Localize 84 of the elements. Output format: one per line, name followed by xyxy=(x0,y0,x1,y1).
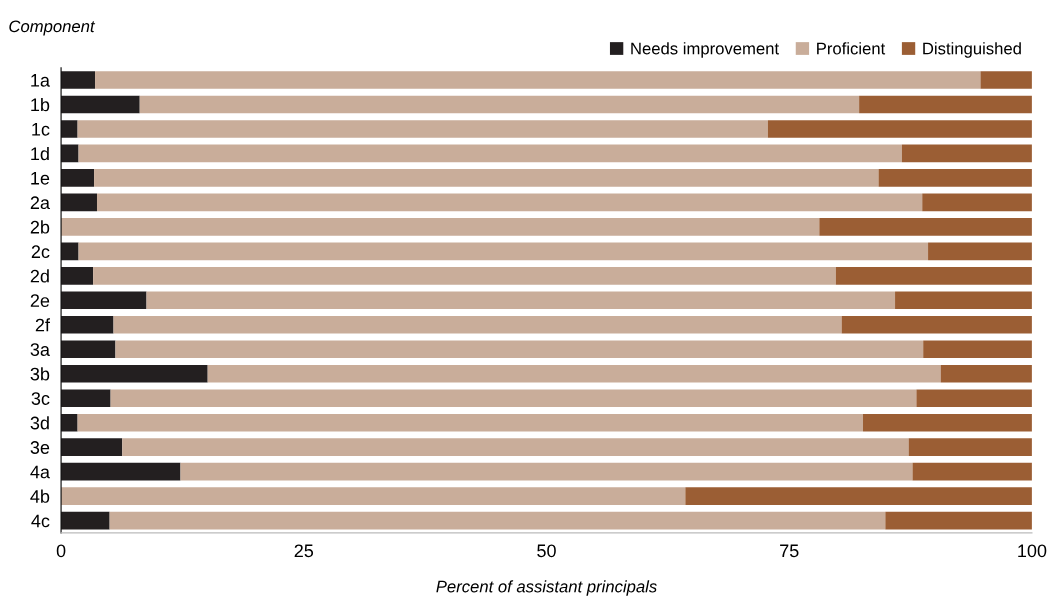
y-tick-label: 1e xyxy=(31,172,50,185)
bar xyxy=(922,193,1032,212)
bar xyxy=(61,193,97,212)
y-tick-label: 3a xyxy=(30,343,50,356)
y-tick-label: 4b xyxy=(30,489,50,503)
y-tick-label: 2b xyxy=(30,220,50,234)
y-tick-label: 4c xyxy=(31,514,50,528)
bar xyxy=(207,364,941,383)
bar xyxy=(940,364,1032,383)
bar xyxy=(859,95,1032,114)
y-tick-label: 2a xyxy=(30,196,50,210)
bar xyxy=(61,340,116,359)
bar xyxy=(61,242,79,261)
bar xyxy=(61,169,95,187)
bar xyxy=(980,71,1032,89)
bar xyxy=(908,438,1032,456)
bar xyxy=(61,511,110,530)
y-tick-label: 1a xyxy=(31,74,50,87)
bar xyxy=(113,315,842,334)
bar xyxy=(77,120,768,138)
bar xyxy=(863,413,1032,432)
bar xyxy=(912,462,1032,481)
bar xyxy=(61,413,78,432)
bar xyxy=(878,169,1032,187)
bar xyxy=(180,462,913,481)
bar xyxy=(841,315,1032,334)
bar xyxy=(61,144,79,163)
y-tick-label: 1d xyxy=(31,146,49,161)
bar xyxy=(115,340,924,359)
y-tick-label: 3d xyxy=(30,416,49,430)
y-tick-label: 2f xyxy=(35,318,50,332)
y-tick-label: 3c xyxy=(31,392,50,405)
x-tick-label: 50 xyxy=(537,544,556,558)
x-tick-label: 25 xyxy=(294,544,314,558)
x-tick-label: 0 xyxy=(56,544,66,558)
y-tick-label: 2d xyxy=(30,269,49,283)
bar xyxy=(109,511,886,530)
bar xyxy=(61,438,123,456)
bar xyxy=(835,267,1032,285)
bar xyxy=(78,242,929,261)
bar xyxy=(928,242,1032,261)
bar xyxy=(895,291,1032,310)
y-tick-label: 1b xyxy=(31,97,50,112)
bar xyxy=(61,389,111,408)
bar xyxy=(767,120,1032,138)
bar xyxy=(685,487,1032,505)
y-tick-label: 1c xyxy=(32,123,50,136)
bar xyxy=(146,291,896,310)
bar xyxy=(78,144,902,163)
bar xyxy=(61,218,820,236)
bar xyxy=(61,95,140,114)
bar xyxy=(61,291,147,310)
bar xyxy=(61,71,96,89)
x-axis-title: Percent of assistant principals xyxy=(436,580,657,596)
y-axis-title: Component xyxy=(9,20,96,36)
bar xyxy=(77,413,864,432)
bar xyxy=(885,511,1032,530)
x-tick-label: 75 xyxy=(780,544,799,558)
legend-label: Needs improvement xyxy=(631,42,779,58)
legend-label: Distinguished xyxy=(923,42,1021,58)
bar xyxy=(110,389,917,408)
bar xyxy=(61,364,208,383)
bar xyxy=(139,95,860,114)
bar xyxy=(819,218,1032,236)
legend-label: Proficient xyxy=(817,42,886,55)
bar xyxy=(61,267,94,285)
bar xyxy=(901,144,1032,163)
bar xyxy=(61,315,114,334)
bar xyxy=(97,193,923,212)
bar xyxy=(923,340,1032,359)
bar xyxy=(61,120,78,138)
bar xyxy=(94,169,879,187)
y-tick-label: 2c xyxy=(31,245,50,259)
x-tick-label: 100 xyxy=(1018,544,1047,558)
bar xyxy=(61,487,686,505)
bar xyxy=(916,389,1032,408)
y-tick-label: 3b xyxy=(30,367,50,381)
y-tick-label: 2e xyxy=(30,294,50,308)
y-tick-label: 3e xyxy=(30,441,50,454)
bar xyxy=(122,438,909,456)
y-tick-label: 4a xyxy=(30,465,50,479)
bar xyxy=(93,267,836,285)
bar xyxy=(61,462,181,481)
bar xyxy=(95,71,981,89)
